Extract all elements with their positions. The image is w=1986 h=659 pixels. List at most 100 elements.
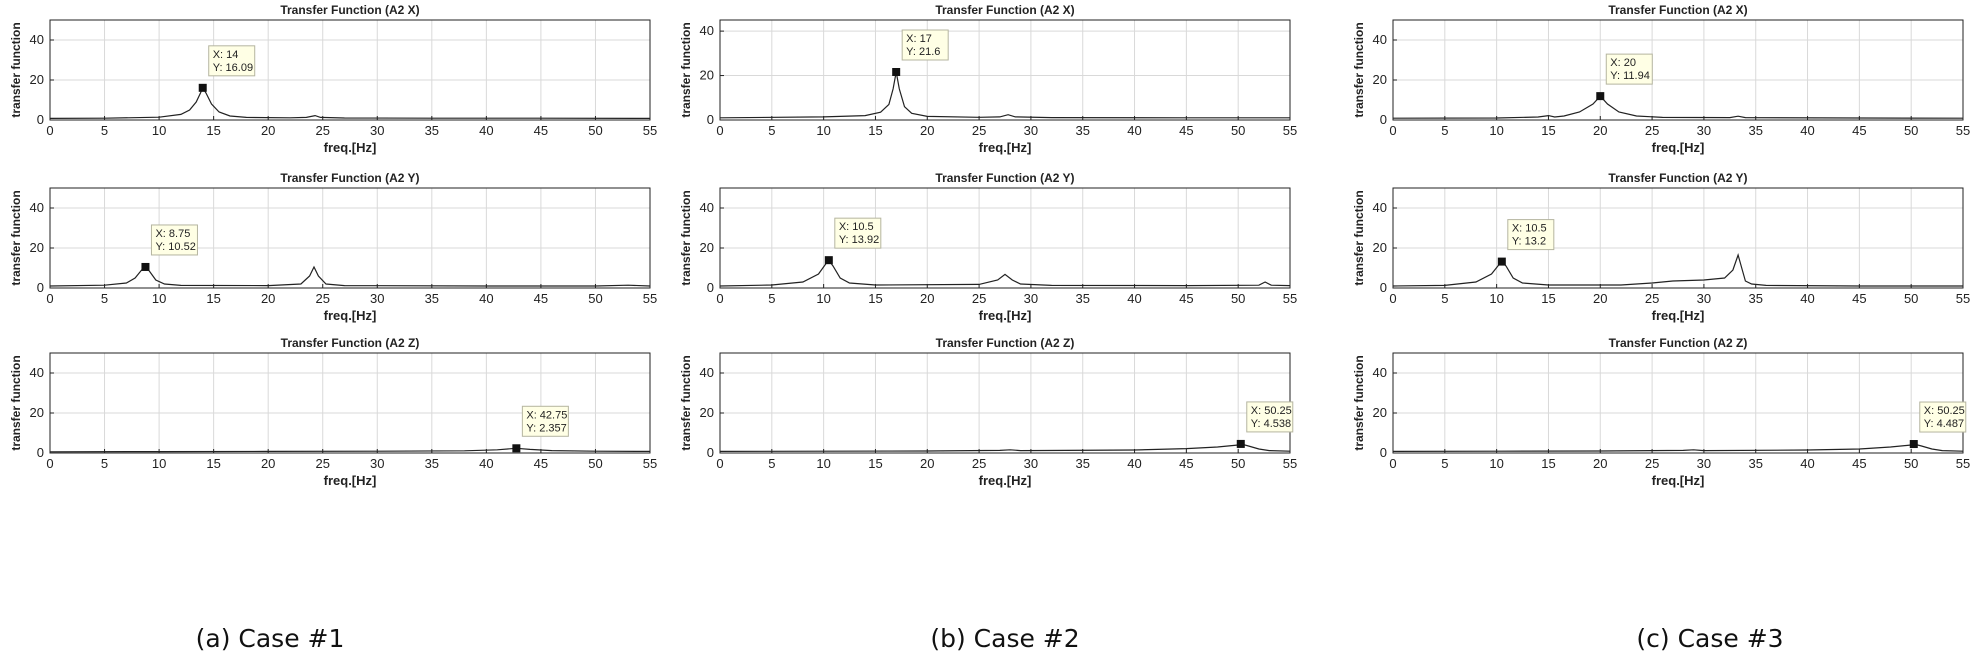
datatip-y-label: Y: 4.487 bbox=[1924, 418, 1964, 430]
x-tick-label: 40 bbox=[1127, 123, 1141, 138]
x-tick-label: 25 bbox=[972, 123, 986, 138]
y-axis-label: transfer function bbox=[9, 22, 23, 117]
chart-title: Transfer Function (A2 Y) bbox=[1608, 171, 1747, 185]
y-axis-label: transfer function bbox=[1352, 355, 1366, 450]
subplot-1-2: 0 5 10 15 20 25 30 35 40 45 50 55 0 20 40 Transfer Func… bbox=[9, 171, 657, 323]
x-tick-label: 35 bbox=[425, 291, 439, 306]
y-tick-label: 20 bbox=[30, 72, 44, 87]
datatip-x-label: X: 10.5 bbox=[839, 221, 874, 233]
x-tick-label: 20 bbox=[1593, 123, 1607, 138]
datatip-y-label: Y: 11.94 bbox=[1610, 70, 1650, 82]
datatip-marker bbox=[1236, 439, 1245, 448]
x-tick-label: 40 bbox=[479, 291, 493, 306]
x-tick-label: 10 bbox=[152, 456, 166, 471]
axes-box bbox=[49, 19, 651, 121]
datatip-y-label: Y: 21.6 bbox=[906, 46, 940, 58]
x-tick-label: 30 bbox=[1697, 456, 1711, 471]
x-tick-label: 15 bbox=[868, 291, 882, 306]
plot-area bbox=[720, 20, 1290, 120]
x-tick-label: 15 bbox=[868, 456, 882, 471]
y-tick-label: 0 bbox=[1380, 112, 1387, 127]
x-tick-label: 30 bbox=[370, 456, 384, 471]
x-tick-label: 45 bbox=[1852, 291, 1866, 306]
axes-box bbox=[49, 187, 651, 289]
x-tick-label: 30 bbox=[370, 123, 384, 138]
x-tick-label: 10 bbox=[816, 123, 830, 138]
chart-title: Transfer Function (A2 X) bbox=[280, 3, 419, 17]
x-tick-label: 50 bbox=[588, 123, 602, 138]
x-tick-label: 35 bbox=[1075, 291, 1089, 306]
datatip-x-label: X: 17 bbox=[906, 33, 932, 45]
axes-box bbox=[49, 352, 651, 454]
y-tick-label: 20 bbox=[700, 68, 714, 83]
x-tick-label: 50 bbox=[1231, 291, 1245, 306]
x-tick-label: 20 bbox=[920, 291, 934, 306]
x-tick-label: 10 bbox=[152, 123, 166, 138]
x-axis-label: freq.[Hz] bbox=[1652, 140, 1705, 155]
y-tick-label: 40 bbox=[30, 200, 44, 215]
x-tick-label: 55 bbox=[1283, 456, 1297, 471]
plot-area bbox=[50, 20, 650, 120]
x-tick-label: 0 bbox=[1389, 123, 1396, 138]
x-tick-label: 45 bbox=[534, 291, 548, 306]
x-tick-label: 25 bbox=[972, 291, 986, 306]
x-tick-label: 50 bbox=[588, 291, 602, 306]
y-tick-label: 40 bbox=[700, 200, 714, 215]
x-axis-label: freq.[Hz] bbox=[324, 473, 377, 488]
subplot-3-2: 0 5 10 15 20 25 30 35 40 45 50 55 0 20 40 Transfer Func… bbox=[1352, 171, 1970, 323]
chart-title: Transfer Function (A2 X) bbox=[1608, 3, 1747, 17]
y-tick-label: 0 bbox=[707, 112, 714, 127]
caption-case-2: (b) Case #2 bbox=[930, 624, 1080, 653]
y-tick-label: 40 bbox=[30, 32, 44, 47]
x-tick-label: 0 bbox=[1389, 456, 1396, 471]
plot-area bbox=[50, 188, 650, 288]
plot-area bbox=[50, 353, 650, 453]
x-tick-label: 25 bbox=[1645, 291, 1659, 306]
x-axis-label: freq.[Hz] bbox=[979, 473, 1032, 488]
x-tick-label: 15 bbox=[206, 123, 220, 138]
datatip-box bbox=[834, 217, 882, 249]
transfer-function-line bbox=[49, 265, 651, 287]
plot-area bbox=[1393, 188, 1963, 288]
datatip-x-label: X: 42.75 bbox=[526, 409, 567, 421]
x-tick-label: 25 bbox=[1645, 123, 1659, 138]
x-tick-label: 55 bbox=[643, 291, 657, 306]
transfer-function-line bbox=[719, 259, 1291, 287]
x-tick-label: 45 bbox=[1179, 291, 1193, 306]
x-tick-label: 50 bbox=[1231, 123, 1245, 138]
x-tick-label: 10 bbox=[816, 291, 830, 306]
datatip-x-label: X: 20 bbox=[1610, 57, 1636, 69]
x-tick-label: 25 bbox=[315, 456, 329, 471]
x-tick-label: 25 bbox=[315, 123, 329, 138]
x-tick-label: 20 bbox=[1593, 291, 1607, 306]
x-tick-label: 5 bbox=[768, 456, 775, 471]
datatip-box bbox=[521, 405, 569, 437]
axes-box bbox=[1392, 187, 1964, 289]
x-tick-label: 30 bbox=[1024, 123, 1038, 138]
x-tick-label: 55 bbox=[1283, 291, 1297, 306]
x-tick-label: 35 bbox=[1748, 123, 1762, 138]
x-tick-label: 20 bbox=[261, 456, 275, 471]
x-tick-label: 15 bbox=[1541, 291, 1555, 306]
x-tick-label: 5 bbox=[768, 123, 775, 138]
x-tick-label: 30 bbox=[1697, 123, 1711, 138]
x-tick-label: 20 bbox=[1593, 456, 1607, 471]
plot-area bbox=[1393, 20, 1963, 120]
y-tick-label: 40 bbox=[1373, 32, 1387, 47]
x-tick-label: 0 bbox=[716, 456, 723, 471]
y-tick-label: 0 bbox=[707, 445, 714, 460]
x-tick-label: 35 bbox=[1075, 456, 1089, 471]
x-tick-label: 55 bbox=[643, 123, 657, 138]
plot-area bbox=[720, 188, 1290, 288]
x-tick-label: 45 bbox=[1179, 123, 1193, 138]
axes-box bbox=[719, 187, 1291, 289]
y-axis-label: transfer function bbox=[1352, 190, 1366, 285]
x-tick-label: 30 bbox=[1024, 291, 1038, 306]
x-tick-label: 50 bbox=[1904, 456, 1918, 471]
x-tick-label: 55 bbox=[643, 456, 657, 471]
x-tick-label: 45 bbox=[1852, 123, 1866, 138]
datatip-marker bbox=[141, 262, 150, 271]
chart-title: Transfer Function (A2 Y) bbox=[935, 171, 1074, 185]
x-tick-label: 50 bbox=[1231, 456, 1245, 471]
x-tick-label: 0 bbox=[46, 291, 53, 306]
